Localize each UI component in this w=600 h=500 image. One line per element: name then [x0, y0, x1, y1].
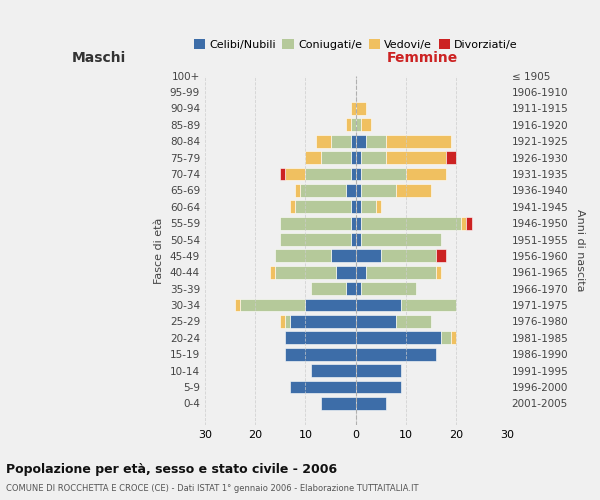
Bar: [320, 151, 351, 164]
Bar: [240, 298, 305, 312]
Bar: [351, 233, 356, 246]
Bar: [466, 216, 472, 230]
Bar: [346, 282, 356, 295]
Bar: [351, 168, 356, 180]
Bar: [356, 184, 361, 196]
Bar: [356, 118, 361, 131]
Bar: [346, 118, 351, 131]
Bar: [331, 250, 356, 262]
Bar: [316, 135, 331, 147]
Bar: [280, 233, 351, 246]
Bar: [356, 364, 401, 377]
Bar: [356, 282, 361, 295]
Bar: [356, 250, 381, 262]
Bar: [406, 168, 446, 180]
Bar: [356, 332, 442, 344]
Bar: [305, 298, 356, 312]
Bar: [356, 200, 361, 213]
Bar: [361, 216, 461, 230]
Legend: Celibi/Nubili, Coniugati/e, Vedovi/e, Divorziati/e: Celibi/Nubili, Coniugati/e, Vedovi/e, Di…: [194, 40, 518, 50]
Bar: [361, 282, 416, 295]
Bar: [386, 151, 446, 164]
Bar: [442, 332, 451, 344]
Bar: [280, 168, 286, 180]
Bar: [290, 315, 356, 328]
Bar: [361, 151, 386, 164]
Bar: [366, 266, 436, 278]
Bar: [351, 200, 356, 213]
Bar: [301, 184, 346, 196]
Bar: [305, 151, 320, 164]
Bar: [366, 135, 386, 147]
Y-axis label: Fasce di età: Fasce di età: [154, 217, 164, 284]
Bar: [331, 135, 351, 147]
Bar: [361, 184, 396, 196]
Y-axis label: Anni di nascita: Anni di nascita: [575, 209, 585, 292]
Bar: [286, 348, 356, 360]
Bar: [295, 184, 301, 196]
Bar: [305, 168, 351, 180]
Bar: [361, 233, 442, 246]
Bar: [275, 250, 331, 262]
Bar: [270, 266, 275, 278]
Bar: [386, 135, 451, 147]
Bar: [361, 200, 376, 213]
Text: Maschi: Maschi: [72, 50, 127, 64]
Bar: [311, 364, 356, 377]
Bar: [335, 266, 356, 278]
Bar: [280, 216, 351, 230]
Bar: [311, 282, 346, 295]
Bar: [286, 315, 290, 328]
Text: Popolazione per età, sesso e stato civile - 2006: Popolazione per età, sesso e stato civil…: [6, 462, 337, 475]
Bar: [356, 397, 386, 410]
Bar: [356, 380, 401, 394]
Bar: [351, 135, 356, 147]
Bar: [235, 298, 240, 312]
Bar: [286, 332, 356, 344]
Bar: [295, 200, 351, 213]
Bar: [356, 266, 366, 278]
Bar: [290, 380, 356, 394]
Bar: [461, 216, 466, 230]
Bar: [401, 298, 457, 312]
Bar: [286, 168, 305, 180]
Bar: [396, 315, 431, 328]
Bar: [446, 151, 457, 164]
Bar: [381, 250, 436, 262]
Bar: [396, 184, 431, 196]
Bar: [451, 332, 457, 344]
Bar: [275, 266, 335, 278]
Bar: [356, 315, 396, 328]
Bar: [346, 184, 356, 196]
Bar: [436, 250, 446, 262]
Bar: [356, 135, 366, 147]
Bar: [361, 118, 371, 131]
Bar: [376, 200, 381, 213]
Text: Femmine: Femmine: [386, 50, 458, 64]
Bar: [356, 348, 436, 360]
Bar: [320, 397, 356, 410]
Bar: [290, 200, 295, 213]
Bar: [356, 102, 366, 115]
Text: COMUNE DI ROCCHETTA E CROCE (CE) - Dati ISTAT 1° gennaio 2006 - Elaborazione TUT: COMUNE DI ROCCHETTA E CROCE (CE) - Dati …: [6, 484, 419, 493]
Bar: [351, 216, 356, 230]
Bar: [351, 151, 356, 164]
Bar: [356, 298, 401, 312]
Bar: [280, 315, 286, 328]
Bar: [436, 266, 442, 278]
Bar: [351, 102, 356, 115]
Bar: [351, 118, 356, 131]
Bar: [356, 151, 361, 164]
Bar: [361, 168, 406, 180]
Bar: [356, 216, 361, 230]
Bar: [356, 168, 361, 180]
Bar: [356, 233, 361, 246]
